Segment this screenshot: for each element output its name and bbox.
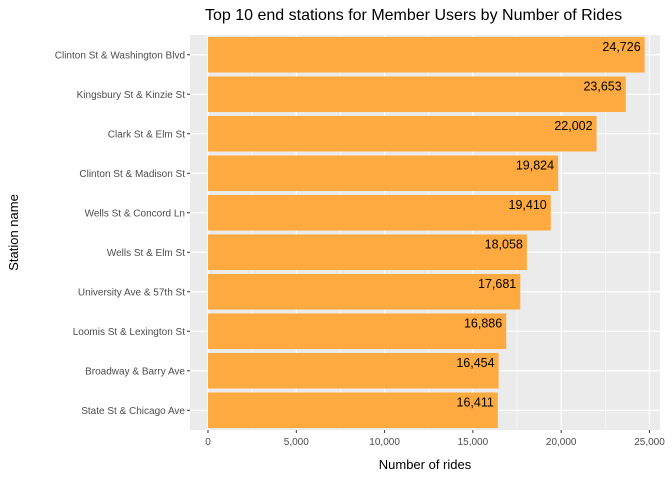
x-tick-label: 10,000 xyxy=(369,437,400,448)
data-label: 23,653 xyxy=(583,79,621,93)
bar xyxy=(208,392,498,429)
y-axis-title: Station name xyxy=(6,194,21,271)
bar xyxy=(208,273,521,310)
bar xyxy=(208,352,499,389)
x-tick-label: 25,000 xyxy=(634,437,665,448)
y-tick-label: State St & Chicago Ave xyxy=(81,406,185,417)
x-tick-label: 15,000 xyxy=(458,437,489,448)
bar xyxy=(208,76,626,113)
y-tick-label: Wells St & Elm St xyxy=(107,248,185,259)
y-tick-label: University Ave & 57th St xyxy=(78,287,185,298)
y-tick-label: Clinton St & Madison St xyxy=(79,169,185,180)
bar xyxy=(208,115,597,152)
x-tick-label: 20,000 xyxy=(546,437,577,448)
y-tick-label: Loomis St & Lexington St xyxy=(73,327,186,338)
x-axis-ticks: 0 5,000 10,000 15,000 20,000 25,000 xyxy=(205,430,665,448)
bar xyxy=(208,234,527,271)
chart-title: Top 10 end stations for Member Users by … xyxy=(205,7,622,24)
data-label: 22,002 xyxy=(554,119,592,133)
bar xyxy=(208,313,507,350)
data-label: 17,681 xyxy=(478,277,516,291)
data-label: 16,454 xyxy=(456,356,494,370)
data-label: 24,726 xyxy=(602,40,640,54)
x-tick-label: 5,000 xyxy=(284,437,309,448)
y-tick-label: Wells St & Concord Ln xyxy=(85,208,185,219)
bar xyxy=(208,194,551,231)
data-label: 19,410 xyxy=(509,198,547,212)
x-axis-title: Number of rides xyxy=(379,457,472,472)
y-tick-label: Clinton St & Washington Blvd xyxy=(55,50,185,61)
y-tick-label: Kingsbury St & Kinzie St xyxy=(77,90,186,101)
data-label: 16,411 xyxy=(457,395,494,409)
data-labels: 24,726 23,653 22,002 19,824 19,410 18,058 17,6… xyxy=(456,40,640,410)
bar xyxy=(208,155,559,192)
y-axis-ticks: Clinton St & Washington Blvd Kingsbury St… xyxy=(55,50,190,417)
data-label: 18,058 xyxy=(485,237,523,251)
y-tick-label: Clark St & Elm St xyxy=(108,129,185,140)
bar xyxy=(208,36,645,73)
y-tick-label: Broadway & Barry Ave xyxy=(85,366,185,377)
data-label: 19,824 xyxy=(516,158,554,172)
data-label: 16,886 xyxy=(464,316,502,330)
x-tick-label: 0 xyxy=(205,437,211,448)
bars xyxy=(208,36,645,429)
